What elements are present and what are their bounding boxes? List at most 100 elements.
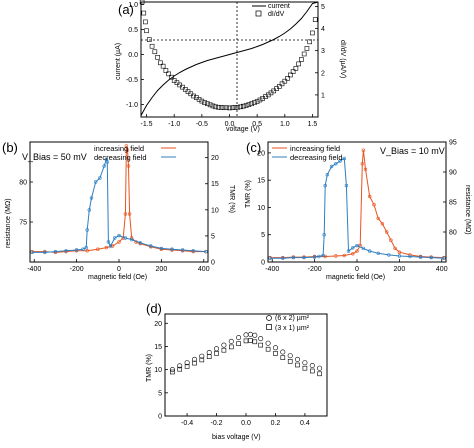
didv-point (139, 0, 145, 5)
didv-point (160, 63, 166, 69)
tmr-6x2-point (206, 349, 212, 355)
tmr-6x2-point (247, 331, 253, 337)
panel-a-x-tick-label: -1.5 (141, 121, 153, 128)
didv-point (288, 72, 293, 78)
panel-a-y-tick-label: 0.5 (128, 27, 138, 34)
didv-point (254, 99, 260, 104)
didv-point (252, 100, 257, 105)
series-decreasing-point (204, 249, 208, 254)
panel-b-ylabel-right: TMR (%) (228, 185, 235, 213)
series-decreasing-point (291, 255, 296, 260)
series-increasing-point (376, 216, 380, 221)
series-increasing-point (397, 250, 402, 254)
series-increasing-line (32, 145, 206, 253)
panel-c-x-tick-label: 0 (355, 266, 359, 273)
tmr-3x1-point (302, 365, 308, 371)
tmr-6x2-point (287, 353, 293, 359)
series-increasing-point (372, 203, 376, 207)
panel-a-x-tick-label: 1.0 (280, 121, 290, 128)
series-decreasing-point (191, 249, 195, 253)
series-decreasing-point (268, 256, 272, 260)
series-increasing-point (389, 238, 393, 242)
series-decreasing-point (351, 246, 355, 250)
legend-b-increasing: increasing field (94, 144, 144, 153)
tmr-3x1-point (273, 351, 278, 356)
panel-c-right-tick-labels: 80 85 90 95 (443, 140, 457, 237)
series-increasing-point (110, 244, 115, 248)
series-increasing-point (393, 246, 397, 251)
series-decreasing-point (64, 249, 68, 253)
panel-d-x-tick-label: -0.2 (211, 420, 223, 427)
series-decreasing-point (361, 246, 366, 251)
series-decreasing-point (317, 254, 321, 259)
tmr-3x1-point (184, 364, 190, 369)
panel-a-y-tick-label: 0.0 (128, 52, 138, 59)
series-decreasing-point (138, 241, 142, 245)
didv-point (227, 105, 232, 111)
series-decreasing-point (322, 233, 326, 237)
tmr-6x2-point (169, 367, 175, 373)
series-decreasing-point (117, 233, 121, 238)
panel-d: (d) -0.4 -0.2 0.0 0.2 0.4 0 5 10 15 20 bias volt… (146, 301, 328, 441)
series-decreasing-point (346, 249, 351, 253)
panel-a-right-tick-label: 5 (321, 4, 325, 11)
series-decreasing-point (149, 244, 153, 248)
panel-a-right-tick-label: 2 (321, 70, 325, 77)
series-decreasing-point (397, 254, 402, 258)
series-decreasing-point (429, 255, 433, 260)
panel-b: (b) V_Bias = 50 mV -400 -200 0 200 400 7580 … (2, 140, 235, 281)
series-decreasing-point (104, 157, 109, 162)
panel-b-annotation: V_Bias = 50 mV (22, 152, 87, 162)
legend-a-didv: dI/dV (268, 11, 285, 18)
didv-point (235, 104, 241, 110)
panel-b-x-tick-label: 400 (198, 266, 210, 273)
didv-point (213, 104, 218, 110)
tmr-3x1-point (258, 342, 264, 348)
series-increasing-point (126, 164, 131, 168)
didv-point (166, 71, 171, 77)
didv-point (232, 105, 238, 110)
series-increasing-point (355, 249, 359, 253)
tmr-3x1-point (236, 341, 241, 347)
panel-a-x-tick-label: -0.5 (196, 121, 208, 128)
panel-d-series (169, 331, 323, 377)
series-increasing-point (342, 253, 346, 258)
didv-point (152, 49, 158, 55)
didv-point (144, 28, 149, 34)
series-increasing-point (360, 162, 364, 166)
tmr-3x1-point (170, 369, 175, 375)
series-decreasing-point (98, 176, 102, 180)
series-decreasing-point (376, 251, 380, 256)
panel-d-y-tick-label: 10 (154, 367, 162, 374)
didv-point (299, 57, 304, 62)
panel-c-x-tick-label: 400 (436, 266, 448, 273)
tmr-3x1-point (177, 366, 182, 372)
panel-c-x-tick-labels: -400 -200 0 200 400 (265, 259, 448, 273)
didv-point (229, 105, 235, 111)
legend-a-didv-marker (255, 10, 262, 17)
panel-a-xlabel: voltage (V) (226, 126, 260, 133)
didv-point (304, 46, 310, 51)
tmr-6x2-point (294, 356, 300, 362)
tmr-6x2-point (236, 335, 242, 341)
tmr-3x1-point (280, 355, 286, 360)
panel-c-right-tick-label: 90 (449, 170, 457, 177)
panel-b-y-tick-label: 75 (19, 220, 27, 227)
didv-point (155, 54, 160, 60)
panel-d-x-tick-label: -0.4 (181, 420, 193, 427)
series-decreasing-point (93, 180, 98, 184)
didv-point (210, 103, 216, 109)
series-decreasing-point (81, 247, 85, 251)
series-decreasing-point (123, 236, 128, 240)
panel-b-ylabel: resistance (MΩ) (5, 198, 12, 248)
panel-c-y-tick-label: 20 (257, 150, 265, 157)
series-decreasing-point (312, 255, 317, 259)
tmr-3x1-point (243, 338, 249, 344)
didv-point (202, 100, 207, 105)
panel-c-ylabel-right: resistance (MΩ) (464, 185, 471, 235)
panel-a-x-tick-labels: -1.5 -1.0 -0.5 0.0 0.5 1.0 1.5 (141, 114, 317, 128)
panel-c-ylabel: TMR (%) (245, 180, 252, 208)
tmr-3x1-point (265, 346, 271, 352)
series-decreasing-point (323, 183, 327, 188)
series-decreasing-point (170, 247, 174, 251)
